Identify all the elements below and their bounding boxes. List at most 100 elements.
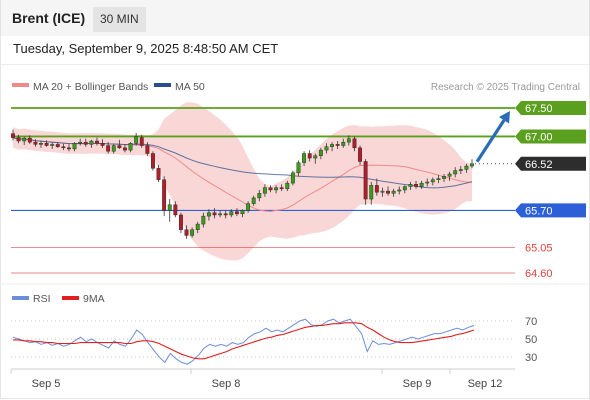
candle — [33, 139, 38, 147]
candle-body — [279, 187, 284, 189]
candle — [262, 184, 267, 197]
rsi-legend-label: RSI — [33, 293, 51, 305]
candle — [358, 145, 362, 165]
candle — [408, 181, 413, 190]
candle — [352, 136, 357, 152]
candle-body — [324, 146, 329, 151]
candle — [246, 201, 251, 213]
candle — [11, 129, 15, 141]
candle — [72, 142, 77, 152]
candle-body — [335, 144, 340, 146]
candle-body — [134, 136, 139, 144]
time-axis: Sep 5 Sep 8 Sep 9 Sep 12 — [10, 368, 515, 390]
rsi-line — [12, 318, 475, 365]
candle — [430, 177, 435, 186]
candle-body — [223, 213, 228, 216]
candle — [419, 180, 424, 189]
candle-body — [341, 141, 346, 146]
candle-body — [218, 213, 223, 216]
candle-body — [240, 210, 245, 215]
level-tag-bg-67.50 — [515, 101, 586, 115]
candle-body — [391, 190, 396, 194]
candle-body — [414, 184, 418, 187]
candle-body — [447, 173, 452, 177]
candle — [201, 212, 206, 228]
candle — [39, 141, 43, 148]
candle-body — [346, 138, 351, 143]
time-label-Sep-8: Sep 8 — [212, 378, 241, 390]
chart-header: Brent (ICE) 30 MIN — [0, 0, 590, 36]
candle-body — [234, 211, 239, 215]
candle — [296, 160, 301, 177]
candle-body — [206, 212, 211, 217]
candle — [128, 142, 133, 153]
candle — [139, 134, 144, 148]
rsi-tick-50: 50 — [525, 334, 537, 346]
candle-body — [151, 153, 155, 169]
candle-body — [268, 187, 273, 191]
ma9-legend-label: 9MA — [83, 293, 105, 305]
candle — [145, 142, 150, 156]
rsi-legend-swatch — [12, 296, 29, 300]
candle-body — [100, 143, 105, 146]
candle-body — [212, 212, 217, 216]
candle — [313, 153, 318, 164]
rsi-ma9-line — [13, 322, 475, 360]
candle-body — [363, 161, 368, 200]
candle — [391, 188, 396, 197]
level-label-64.60: 64.60 — [525, 268, 553, 280]
candle — [27, 135, 32, 144]
candle-body — [27, 137, 32, 143]
projection-arrow-shaft — [475, 119, 506, 163]
candle — [184, 225, 189, 239]
candle — [257, 189, 262, 202]
candle-body — [352, 138, 357, 149]
timeframe-badge[interactable]: 30 MIN — [93, 7, 146, 32]
candle — [397, 186, 402, 195]
candle-body — [44, 143, 49, 146]
candle-body — [313, 155, 318, 159]
candle-body — [430, 179, 435, 183]
candle — [402, 185, 407, 194]
candle-body — [195, 223, 200, 230]
candle — [16, 134, 21, 144]
candle-body — [274, 187, 279, 191]
candle — [240, 209, 245, 218]
time-label-Sep-9: Sep 9 — [403, 378, 432, 390]
candle-body — [33, 141, 38, 145]
candle — [223, 210, 228, 219]
candle — [447, 171, 452, 181]
candle — [279, 184, 284, 192]
candle-body — [369, 185, 374, 200]
candle — [374, 178, 379, 196]
candle-body — [302, 153, 307, 163]
candle-body — [296, 162, 301, 174]
candle — [100, 139, 105, 148]
candle-body — [106, 145, 111, 152]
candle-body — [78, 141, 83, 144]
candle-body — [285, 182, 290, 189]
candle — [50, 142, 55, 149]
candle-body — [318, 149, 323, 156]
candle — [369, 181, 374, 205]
level-labels: 67.50 67.00 66.52 65.70 65.05 64.60 — [475, 101, 586, 280]
candle — [324, 143, 329, 154]
candle-body — [89, 140, 94, 145]
candle — [251, 195, 256, 206]
candle-body — [307, 153, 312, 159]
candle-body — [458, 169, 463, 171]
candle-body — [11, 133, 15, 138]
candle — [380, 187, 385, 197]
candle-body — [408, 184, 413, 187]
candle — [341, 138, 346, 148]
candle — [55, 142, 60, 148]
candle-body — [184, 229, 189, 236]
candle-body — [111, 145, 116, 152]
bollinger-band-fill — [13, 102, 472, 261]
candle — [151, 151, 155, 171]
last-price-tag-bg — [515, 156, 586, 171]
candle — [268, 185, 273, 193]
level-tag-bg-67.00 — [515, 129, 586, 144]
rsi-panel: 70 50 30 — [11, 316, 537, 365]
price-levels — [11, 107, 515, 274]
